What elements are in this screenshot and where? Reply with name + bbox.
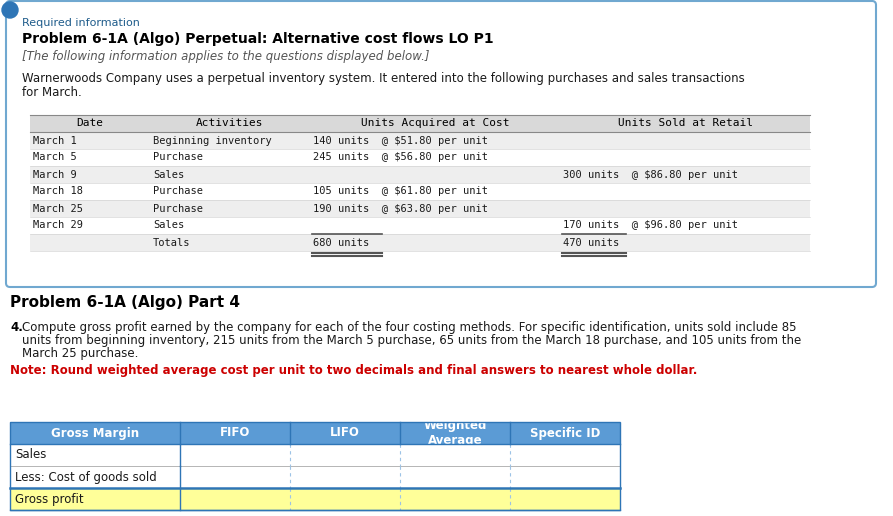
Text: units from beginning inventory, 215 units from the March 5 purchase, 65 units fr: units from beginning inventory, 215 unit… [22,334,801,347]
Text: Date: Date [77,119,104,128]
Bar [30,115,810,132]
Bar [180,444,290,466]
Text: for March.: for March. [22,86,82,99]
Text: 245 units  @ $56.80 per unit: 245 units @ $56.80 per unit [313,153,488,163]
Text: Sales: Sales [153,169,184,180]
Text: March 9: March 9 [33,169,77,180]
Text: March 5: March 5 [33,153,77,163]
Bar [10,422,620,444]
Text: LIFO: LIFO [330,427,360,440]
Bar [290,466,400,488]
Bar [10,422,620,510]
Bar [180,488,290,510]
Text: 170 units  @ $96.80 per unit: 170 units @ $96.80 per unit [563,220,738,231]
Text: Weighted
Average: Weighted Average [423,419,487,447]
Text: 470 units: 470 units [563,237,619,248]
Bar [400,444,510,466]
Text: Purchase: Purchase [153,186,203,197]
Bar [10,444,180,466]
Text: March 25: March 25 [33,203,83,214]
Text: Units Sold at Retail: Units Sold at Retail [617,119,753,128]
Text: Gross Margin: Gross Margin [51,427,139,440]
Bar [180,466,290,488]
Bar [400,466,510,488]
FancyBboxPatch shape [6,1,876,287]
Bar [400,488,510,510]
Text: 300 units  @ $86.80 per unit: 300 units @ $86.80 per unit [563,169,738,180]
Bar [30,200,810,217]
Text: March 25 purchase.: March 25 purchase. [22,347,138,360]
Bar [30,132,810,149]
Text: [The following information applies to the questions displayed below.]: [The following information applies to th… [22,50,430,63]
Bar [290,444,400,466]
Text: March 1: March 1 [33,136,77,146]
Text: 105 units  @ $61.80 per unit: 105 units @ $61.80 per unit [313,186,488,197]
Bar [30,217,810,234]
Bar [30,183,810,200]
Text: Note: Round weighted average cost per unit to two decimals and final answers to : Note: Round weighted average cost per un… [10,364,697,377]
Text: Problem 6-1A (Algo) Perpetual: Alternative cost flows LO P1: Problem 6-1A (Algo) Perpetual: Alternati… [22,32,494,46]
Text: 140 units  @ $51.80 per unit: 140 units @ $51.80 per unit [313,136,488,146]
Bar [290,488,400,510]
Text: Units Acquired at Cost: Units Acquired at Cost [361,119,509,128]
Bar [30,149,810,166]
Text: Problem 6-1A (Algo) Part 4: Problem 6-1A (Algo) Part 4 [10,295,240,310]
Bar [510,466,620,488]
Text: 190 units  @ $63.80 per unit: 190 units @ $63.80 per unit [313,203,488,214]
Circle shape [2,2,18,18]
Text: FIFO: FIFO [220,427,250,440]
Text: Totals: Totals [153,237,190,248]
Text: 4.: 4. [10,321,23,334]
Text: Purchase: Purchase [153,203,203,214]
Text: Specific ID: Specific ID [530,427,600,440]
Text: Sales: Sales [153,220,184,231]
Text: Beginning inventory: Beginning inventory [153,136,271,146]
Bar [510,444,620,466]
Text: Purchase: Purchase [153,153,203,163]
Bar [10,488,180,510]
Bar [30,234,810,251]
Bar [510,488,620,510]
Text: Warnerwoods Company uses a perpetual inventory system. It entered into the follo: Warnerwoods Company uses a perpetual inv… [22,72,745,85]
Text: 680 units: 680 units [313,237,369,248]
Bar [30,166,810,183]
Text: Less: Cost of goods sold: Less: Cost of goods sold [15,471,157,483]
Text: Activities: Activities [196,119,263,128]
Bar [10,466,180,488]
Text: Gross profit: Gross profit [15,492,84,506]
Text: Required information: Required information [22,18,140,28]
Text: March 29: March 29 [33,220,83,231]
Text: March 18: March 18 [33,186,83,197]
Text: Compute gross profit earned by the company for each of the four costing methods.: Compute gross profit earned by the compa… [22,321,797,334]
Text: Sales: Sales [15,448,46,461]
